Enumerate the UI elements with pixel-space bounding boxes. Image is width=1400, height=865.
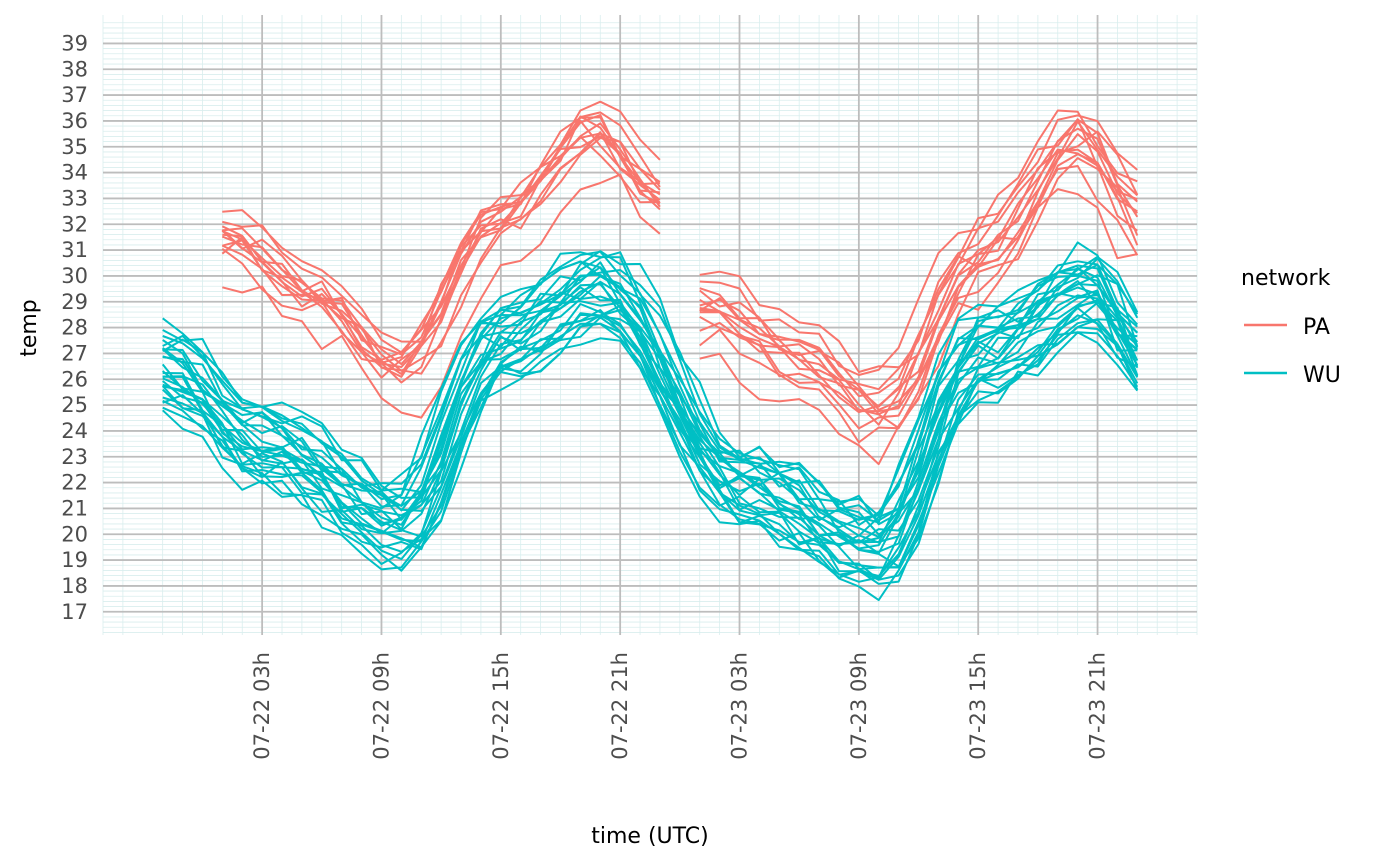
y-axis-tick-labels: 1718192021222324252627282930313233343536… <box>61 31 88 623</box>
wu-line <box>162 299 1139 581</box>
wu-line <box>162 322 1139 585</box>
y-tick-label: 27 <box>61 341 88 365</box>
wu-line <box>162 331 1139 602</box>
pa-line <box>221 135 660 379</box>
legend-label-wu: WU <box>1303 363 1341 388</box>
legend-label-pa: PA <box>1303 315 1330 340</box>
y-tick-label: 23 <box>61 445 88 469</box>
legend-title: network <box>1241 266 1331 291</box>
pa-line <box>221 122 661 378</box>
pa-line <box>222 100 661 354</box>
wu-line <box>162 280 1138 548</box>
x-axis-title: time (UTC) <box>591 824 708 849</box>
wu-line <box>162 241 1139 517</box>
wu-line <box>162 257 1139 536</box>
y-tick-label: 36 <box>61 109 88 133</box>
pa-line <box>699 153 1139 430</box>
y-tick-label: 34 <box>61 161 88 185</box>
legend: network PA WU <box>1241 266 1341 388</box>
y-tick-label: 19 <box>61 548 88 572</box>
y-tick-label: 22 <box>61 471 88 495</box>
x-tick-label: 07-22 09h <box>369 652 393 760</box>
wu-line <box>162 251 1139 522</box>
y-tick-label: 17 <box>61 600 88 624</box>
y-tick-label: 33 <box>61 186 88 210</box>
pa-line <box>699 109 1138 376</box>
x-tick-label: 07-23 15h <box>966 652 990 760</box>
y-tick-label: 38 <box>61 57 88 81</box>
y-tick-label: 20 <box>61 522 88 546</box>
pa-line <box>221 137 661 372</box>
y-tick-label: 35 <box>61 135 88 159</box>
pa-line <box>221 132 660 356</box>
pa-line <box>699 188 1138 466</box>
series-lines <box>161 100 1139 602</box>
pa-line <box>699 165 1139 444</box>
y-tick-label: 30 <box>61 264 88 288</box>
x-tick-label: 07-23 03h <box>728 652 752 760</box>
y-tick-label: 25 <box>61 393 88 417</box>
y-tick-label: 18 <box>61 574 88 598</box>
y-tick-label: 29 <box>61 290 88 314</box>
y-tick-label: 28 <box>61 316 88 340</box>
x-tick-label: 07-22 03h <box>250 652 274 760</box>
y-tick-label: 37 <box>61 83 88 107</box>
pa-line <box>699 120 1138 408</box>
wu-line <box>162 280 1139 553</box>
y-tick-label: 32 <box>61 212 88 236</box>
x-tick-label: 07-23 21h <box>1086 652 1110 760</box>
x-tick-label: 07-22 15h <box>489 652 513 760</box>
pa-line <box>221 131 661 384</box>
y-axis-title: temp <box>17 299 42 357</box>
x-tick-label: 07-23 09h <box>847 652 871 760</box>
x-tick-label: 07-22 21h <box>608 652 632 760</box>
pa-line <box>222 111 661 343</box>
x-axis-tick-labels: 07-22 03h 07-22 09h 07-22 15h 07-22 21h 07-2… <box>250 652 1109 760</box>
y-tick-label: 24 <box>61 419 88 443</box>
wu-line <box>162 273 1139 538</box>
y-tick-label: 21 <box>61 496 88 520</box>
wu-line <box>162 322 1139 577</box>
y-tick-label: 31 <box>61 238 88 262</box>
y-tick-label: 39 <box>61 31 88 55</box>
y-tick-label: 26 <box>61 367 88 391</box>
